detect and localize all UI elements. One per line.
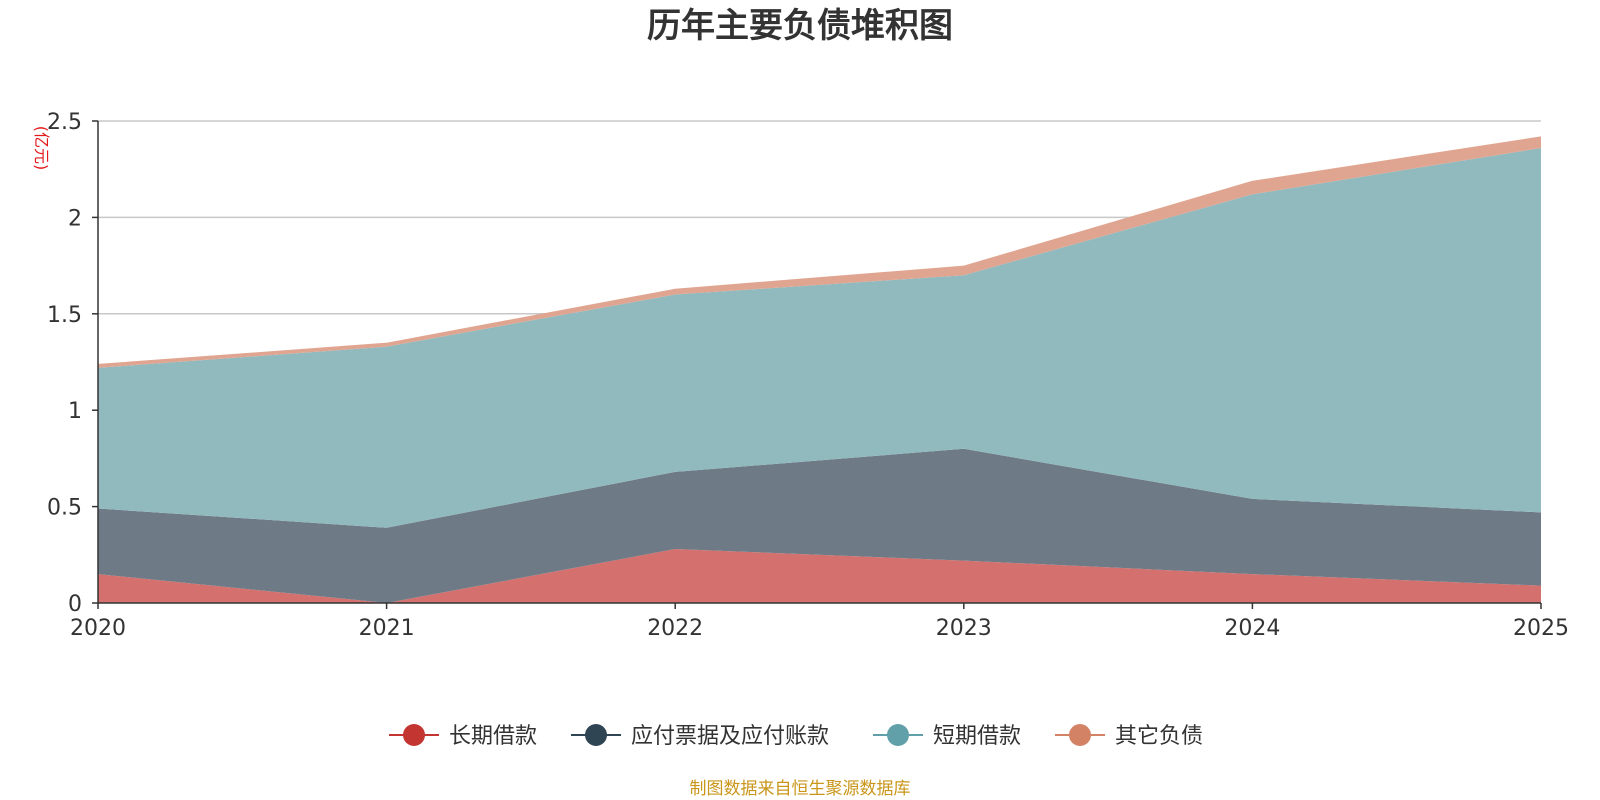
area-series-0 xyxy=(98,549,1541,603)
y-axis-unit-label: (亿元) xyxy=(32,126,51,171)
y-tick-label-5: 2.5 xyxy=(47,110,82,135)
legend-marker-2 xyxy=(887,724,909,746)
axes: 0 0.5 1 1.5 2 2.5 2020 2021 2022 2023 2024 2025 xyxy=(47,110,1569,641)
y-tick-label-1: 0.5 xyxy=(47,496,82,521)
x-tick-label-3: 2023 xyxy=(936,616,992,641)
x-tick-label-4: 2024 xyxy=(1224,616,1280,641)
area-series-3 xyxy=(98,136,1541,368)
legend-label-3: 其它负债 xyxy=(1115,724,1203,749)
legend-label-1: 应付票据及应付账款 xyxy=(631,724,829,749)
legend-item-2[interactable]: 短期借款 xyxy=(873,724,1021,749)
legend-marker-0 xyxy=(403,724,425,746)
y-tick-label-4: 2 xyxy=(68,206,82,231)
x-tick-label-1: 2021 xyxy=(359,616,415,641)
legend-item-3[interactable]: 其它负债 xyxy=(1055,724,1203,749)
y-tick-label-2: 1 xyxy=(68,399,82,424)
chart-title: 历年主要负债堆积图 xyxy=(647,6,953,46)
legend-label-0: 长期借款 xyxy=(449,724,537,749)
legend[interactable]: 长期借款 应付票据及应付账款 短期借款 其它负债 xyxy=(389,724,1203,749)
x-tick-label-0: 2020 xyxy=(70,616,126,641)
area-series-1 xyxy=(98,448,1541,603)
x-tick-label-5: 2025 xyxy=(1513,616,1569,641)
area-series xyxy=(98,136,1541,603)
legend-label-2: 短期借款 xyxy=(933,724,1021,749)
source-note: 制图数据来自恒生聚源数据库 xyxy=(690,779,911,799)
y-tick-label-3: 1.5 xyxy=(47,303,82,328)
legend-item-1[interactable]: 应付票据及应付账款 xyxy=(571,724,829,749)
legend-marker-1 xyxy=(585,724,607,746)
legend-marker-3 xyxy=(1069,724,1091,746)
area-series-2 xyxy=(98,148,1541,528)
y-tick-label-0: 0 xyxy=(68,592,82,617)
legend-item-0[interactable]: 长期借款 xyxy=(389,724,537,749)
x-tick-label-2: 2022 xyxy=(647,616,703,641)
